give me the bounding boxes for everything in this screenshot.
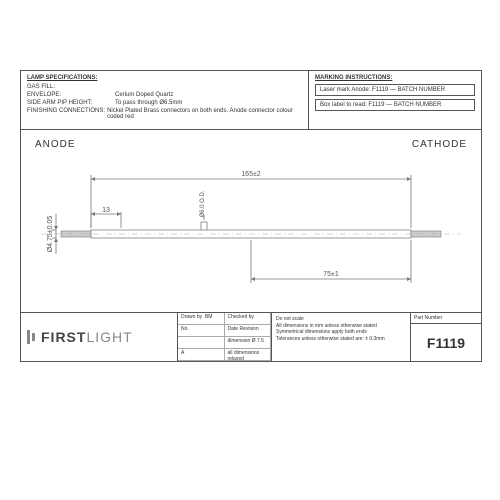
spec-value: To pass through Ø6.5mm: [115, 100, 182, 106]
part-number-label: Part Number: [411, 313, 481, 324]
cell: A: [178, 349, 225, 361]
spec-label: SIDE ARM PIP HEIGHT:: [27, 100, 115, 106]
specs-heading: LAMP SPECIFICATIONS:: [27, 75, 302, 81]
drawing-notes: Do not scale All dimensions in mm unless…: [272, 313, 411, 361]
svg-text:Ø6.0 O.D.: Ø6.0 O.D.: [200, 190, 206, 217]
part-number-box: Part Number F1119: [411, 313, 481, 361]
spec-row: GAS FILL:: [27, 84, 302, 90]
logo-first: FIRST: [41, 329, 86, 345]
spec-value: Cerium Doped Quartz: [115, 92, 173, 98]
spec-row: ENVELOPE:Cerium Doped Quartz: [27, 92, 302, 98]
drawing-svg: 165±2 75±1 Ø4.75±0.05 13 Ø6.0 O.D.: [21, 129, 481, 313]
marking-heading: MARKING INSTRUCTIONS:: [315, 75, 475, 81]
page: LAMP SPECIFICATIONS: GAS FILL:ENVELOPE:C…: [0, 0, 500, 500]
cell: No.: [178, 325, 225, 337]
logo-text: FIRSTLIGHT: [41, 329, 133, 345]
header-boxes: LAMP SPECIFICATIONS: GAS FILL: ENVELOPE:C…: [21, 71, 481, 130]
logo-light: LIGHT: [86, 329, 132, 345]
cell: [178, 337, 225, 349]
spec-row: FINISHING CONNECTIONS:Nickel Plated Bras…: [27, 108, 302, 120]
cell: Drawn by BM: [178, 313, 225, 325]
company-logo: FIRSTLIGHT: [21, 313, 178, 361]
spec-value: Nickel Plated Brass connectors on both e…: [107, 108, 302, 120]
cell: Checked by: [225, 313, 272, 325]
marking-box: MARKING INSTRUCTIONS: Laser mark Anode: …: [309, 71, 481, 129]
marking-line-2: Box label to read: F1119 — BATCH NUMBER: [315, 99, 475, 111]
title-block: FIRSTLIGHT Drawn by BM Checked by No. Da…: [21, 312, 481, 361]
revision-grid: Drawn by BM Checked by No. Date Revision…: [178, 313, 272, 361]
drawing-sheet: LAMP SPECIFICATIONS: GAS FILL:ENVELOPE:C…: [20, 70, 482, 362]
spec-label: ENVELOPE:: [27, 92, 115, 98]
svg-text:165±2: 165±2: [241, 171, 261, 178]
note-line: Tolerances unless otherwise stated are: …: [276, 336, 406, 343]
part-number: F1119: [411, 324, 481, 361]
marking-line-1: Laser mark Anode: F1119 — BATCH NUMBER: [315, 84, 475, 96]
logo-mark-icon: [27, 330, 37, 344]
technical-drawing: 165±2 75±1 Ø4.75±0.05 13 Ø6.0 O.D.: [21, 129, 481, 313]
svg-text:Ø4.75±0.05: Ø4.75±0.05: [47, 216, 54, 253]
spec-label: FINISHING CONNECTIONS:: [27, 108, 107, 120]
cell: all dimensions relaxed: [225, 349, 272, 361]
svg-text:75±1: 75±1: [323, 271, 339, 278]
svg-text:13: 13: [102, 207, 110, 214]
cell: dimension Ø 7.5: [225, 337, 272, 349]
lamp-specs-box: LAMP SPECIFICATIONS: GAS FILL: ENVELOPE:C…: [21, 71, 309, 129]
cell: Date Revision: [225, 325, 272, 337]
spec-label: GAS FILL:: [27, 84, 115, 90]
spec-row: SIDE ARM PIP HEIGHT:To pass through Ø6.5…: [27, 100, 302, 106]
